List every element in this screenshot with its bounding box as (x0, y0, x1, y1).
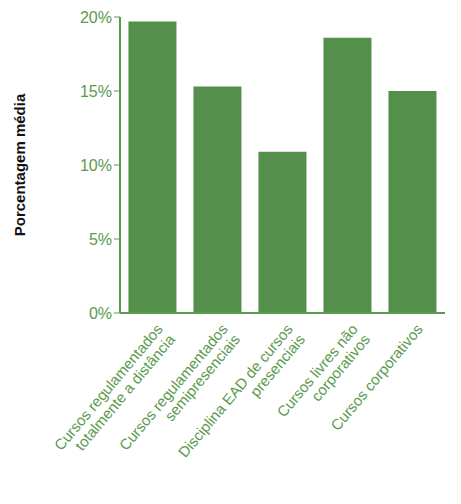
svg-text:Cursos regulamentados: Cursos regulamentados (50, 321, 165, 454)
svg-text:5%: 5% (89, 231, 112, 248)
svg-text:Cursos corporativos: Cursos corporativos (327, 321, 426, 434)
svg-text:totalmente a distância: totalmente a distância (71, 330, 179, 454)
svg-text:10%: 10% (80, 157, 112, 174)
svg-text:20%: 20% (80, 9, 112, 26)
svg-text:Disciplina EAD de cursos: Disciplina EAD de cursos (175, 321, 296, 461)
svg-text:0%: 0% (89, 305, 112, 322)
svg-text:presenciais: presenciais (246, 330, 309, 400)
svg-text:15%: 15% (80, 83, 112, 100)
svg-text:Cursos regulamentados: Cursos regulamentados (115, 321, 230, 454)
svg-text:Cursos livres não: Cursos livres não (273, 320, 361, 421)
svg-text:Porcentagem média: Porcentagem média (11, 93, 28, 236)
svg-text:semipresenciais: semipresenciais (161, 331, 243, 424)
